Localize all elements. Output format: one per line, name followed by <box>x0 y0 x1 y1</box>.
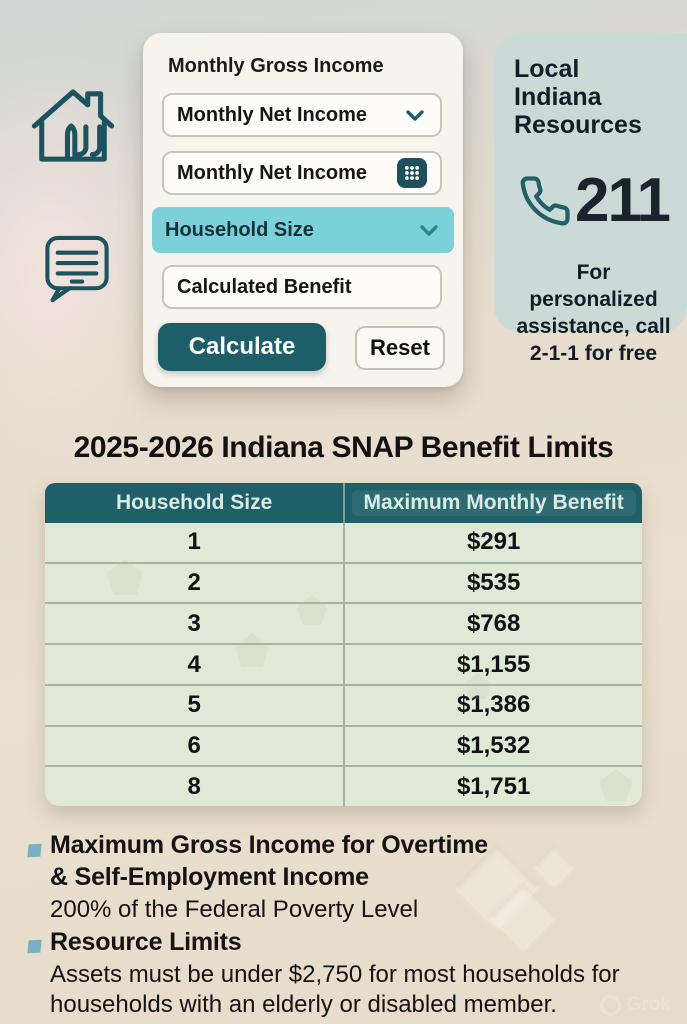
keypad-icon[interactable] <box>397 158 427 188</box>
net-income-input[interactable]: Monthly Net Income <box>162 151 442 195</box>
resources-caption: For personalized assistance, call 2-1-1 … <box>516 261 671 365</box>
watermark: Grok <box>599 994 671 1016</box>
reset-button[interactable]: Reset <box>355 326 445 370</box>
phone-number[interactable]: 211 <box>574 166 671 235</box>
table-row: 2 $535 <box>45 561 642 603</box>
bullet-square <box>27 843 42 858</box>
table-row: 3 $768 <box>45 602 642 644</box>
local-resources-card: Local Indiana Resources 211 For personal… <box>494 33 687 365</box>
benefit-calculator-card: Monthly Gross Income Monthly Net Income … <box>143 33 463 387</box>
header-max-benefit: Maximum Monthly Benefit <box>345 483 642 523</box>
note-gross-income: Maximum Gross Income for Overtime & Self… <box>50 831 488 923</box>
resources-title: Local Indiana Resources <box>514 55 642 139</box>
watermark-logo-icon <box>599 994 621 1016</box>
table-body: 1 $291 2 $535 3 $768 4 $1,155 5 $1,386 6… <box>45 523 642 806</box>
household-size-dropdown[interactable]: Household Size <box>152 207 454 253</box>
bullet-square <box>27 939 42 954</box>
page-title: 2025-2026 Indiana SNAP Benefit Limits <box>73 431 614 464</box>
calculator-heading: Monthly Gross Income <box>168 55 384 77</box>
house-icon <box>31 89 115 162</box>
note-resource-limits: Resource Limits Assets must be under $2,… <box>50 928 620 1018</box>
phone-icon <box>520 175 570 225</box>
chat-note-icon <box>45 235 109 303</box>
table-row: 4 $1,155 <box>45 643 642 684</box>
net-income-input-value: Monthly Net Income <box>177 161 368 184</box>
table-row: 6 $1,532 <box>45 724 642 766</box>
table-header-row: Household Size Maximum Monthly Benefit <box>45 483 642 523</box>
net-income-dropdown-value: Monthly Net Income <box>177 103 368 126</box>
chevron-down-icon <box>406 110 424 121</box>
calculated-benefit-value: Calculated Benefit <box>177 275 352 298</box>
table-row: 5 $1,386 <box>45 683 642 725</box>
calculated-benefit-field[interactable]: Calculated Benefit <box>162 265 442 309</box>
benefit-limits-table: Household Size Maximum Monthly Benefit 1… <box>45 483 642 806</box>
calculate-button[interactable]: Calculate <box>158 323 326 371</box>
table-row: 8 $1,751 <box>45 765 642 806</box>
phone-row: 211 <box>514 165 673 236</box>
header-household-size: Household Size <box>45 483 346 523</box>
chevron-down-icon <box>420 225 438 236</box>
net-income-dropdown[interactable]: Monthly Net Income <box>162 93 442 137</box>
table-row: 1 $291 <box>45 523 642 562</box>
household-size-dropdown-value: Household Size <box>165 218 314 241</box>
